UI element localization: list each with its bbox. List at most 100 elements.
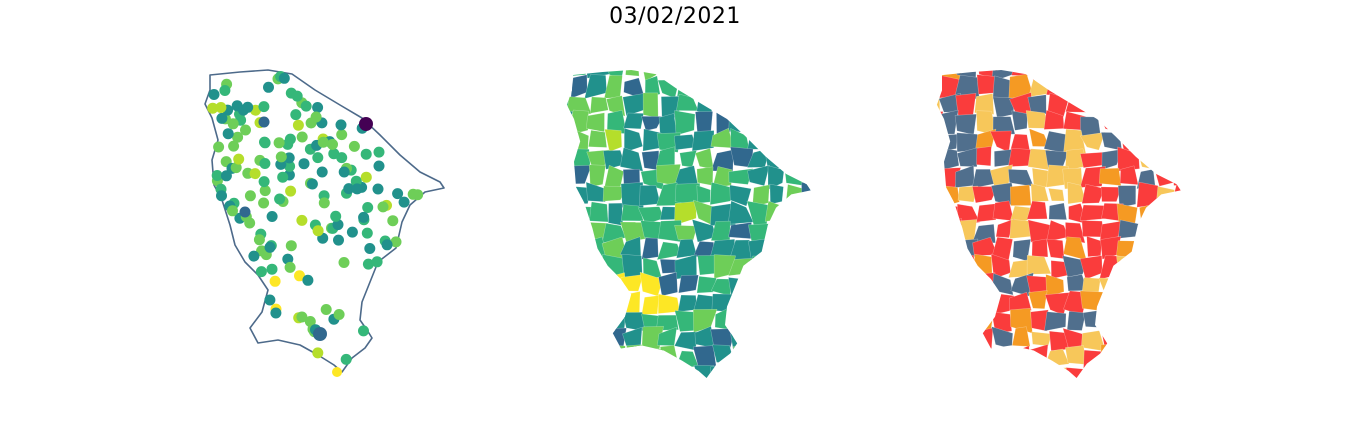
municipality-class-regions <box>936 70 1181 378</box>
municipality-region <box>1063 74 1086 97</box>
station-point <box>387 215 399 227</box>
municipality-region <box>566 70 574 82</box>
station-point <box>264 294 276 306</box>
municipality-region <box>605 272 627 294</box>
municipality-region <box>764 93 790 112</box>
municipality-region <box>641 295 660 315</box>
municipality-region <box>747 309 769 331</box>
station-point <box>407 188 419 200</box>
municipality-region <box>1030 183 1049 202</box>
municipality-region <box>805 70 811 81</box>
municipality-region <box>566 221 573 241</box>
municipality-region <box>566 328 590 353</box>
municipality-region <box>764 272 786 292</box>
municipality-region <box>1012 345 1031 365</box>
municipality-region <box>1174 329 1181 353</box>
municipality-region <box>1081 220 1104 238</box>
municipality-region <box>764 329 788 352</box>
municipality-region <box>642 92 659 119</box>
municipality-region <box>938 242 960 256</box>
municipality-region <box>1151 256 1176 279</box>
municipality-region <box>1031 331 1053 347</box>
station-point <box>338 166 350 178</box>
municipality-region <box>1030 309 1049 332</box>
municipality-region <box>747 164 770 187</box>
station-point <box>327 138 338 150</box>
station-point <box>312 347 324 359</box>
municipality-region <box>728 168 754 185</box>
station-point <box>273 137 285 149</box>
station-point <box>248 250 260 262</box>
municipality-region <box>936 111 944 136</box>
station-point <box>335 119 347 131</box>
municipality-region <box>1048 188 1065 202</box>
municipality-region <box>1172 165 1181 186</box>
station-point <box>211 170 223 181</box>
municipality-region <box>714 93 736 114</box>
municipality-region <box>936 219 939 240</box>
municipality-region <box>1025 70 1051 81</box>
municipality-region <box>1170 343 1181 369</box>
station-point <box>216 190 227 202</box>
municipality-region <box>1156 200 1178 223</box>
station-point <box>222 128 234 140</box>
municipality-region <box>1081 70 1104 76</box>
station-point <box>346 226 358 238</box>
municipality-region <box>990 130 1012 153</box>
municipality-region <box>805 241 811 259</box>
station-point <box>266 263 278 275</box>
municipality-region <box>1008 259 1030 278</box>
municipality-region <box>1154 327 1178 347</box>
municipality-region <box>566 272 572 292</box>
municipality-region <box>696 185 711 204</box>
municipality-region <box>767 165 785 191</box>
municipality-region <box>658 271 678 297</box>
municipality-region <box>800 75 811 99</box>
station-point <box>275 151 287 163</box>
municipality-region <box>782 311 806 333</box>
station-point <box>227 118 239 130</box>
station-point <box>360 171 372 183</box>
municipality-region <box>1136 146 1159 171</box>
municipality-region <box>766 218 791 241</box>
municipality-region <box>1116 271 1141 298</box>
municipality-region <box>1171 110 1181 136</box>
station-point <box>269 275 281 287</box>
municipality-region <box>1171 183 1181 208</box>
municipality-region <box>587 363 609 378</box>
figure-title: 03/02/2021 <box>609 4 741 29</box>
station-point <box>208 89 220 100</box>
station-point <box>232 131 244 143</box>
station-point <box>253 234 265 246</box>
municipality-region <box>1031 238 1049 258</box>
municipality-region <box>1079 255 1103 280</box>
station-point <box>255 266 267 278</box>
municipality-region <box>1011 110 1028 131</box>
municipality-region <box>641 116 664 131</box>
station-point <box>298 158 310 170</box>
municipality-region <box>1009 184 1032 206</box>
station-point <box>233 153 245 165</box>
municipality-region <box>799 93 811 117</box>
station-point <box>333 234 344 246</box>
municipality-region <box>626 344 643 369</box>
station-point <box>371 256 383 268</box>
municipality-region <box>937 218 962 242</box>
municipality-region <box>764 345 790 366</box>
municipality-region <box>622 93 645 117</box>
municipality-region <box>971 349 995 371</box>
municipality-region <box>991 311 1013 334</box>
station-point <box>266 211 278 222</box>
station-point <box>390 236 402 248</box>
municipality-region <box>679 70 700 79</box>
municipality-region <box>974 93 995 115</box>
municipality-region <box>973 272 996 293</box>
municipality-region <box>603 74 623 99</box>
municipality-region <box>991 350 1013 370</box>
station-point <box>351 183 363 195</box>
municipality-region <box>1152 296 1179 312</box>
municipality-region <box>1119 128 1137 152</box>
municipality-region <box>1081 362 1106 378</box>
municipality-region <box>1011 326 1031 347</box>
municipality-region <box>936 146 944 169</box>
